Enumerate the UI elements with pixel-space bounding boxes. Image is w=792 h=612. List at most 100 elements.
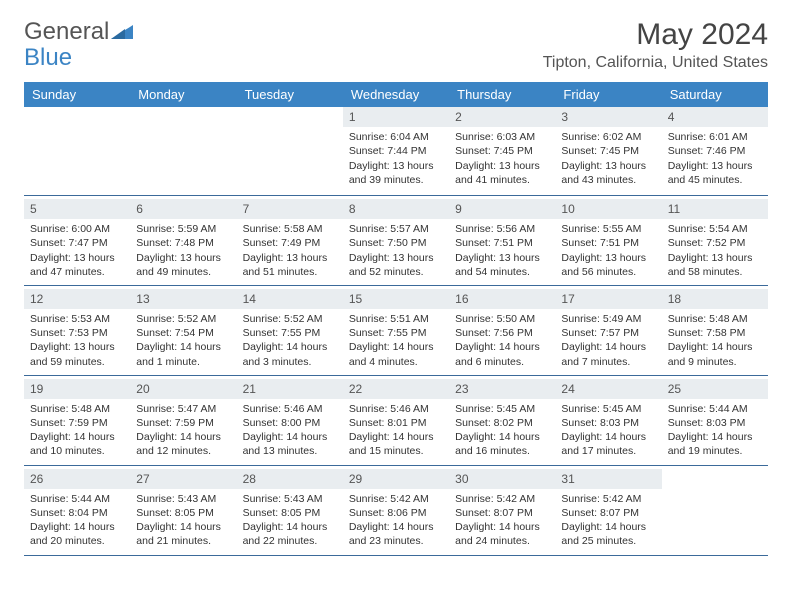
- daylight-text: and 56 minutes.: [561, 265, 655, 279]
- day-cell: 11Sunrise: 5:54 AMSunset: 7:52 PMDayligh…: [662, 196, 768, 285]
- daylight-text: Daylight: 14 hours: [349, 340, 443, 354]
- day-header-row: Sunday Monday Tuesday Wednesday Thursday…: [24, 82, 768, 107]
- day-cell: 23Sunrise: 5:45 AMSunset: 8:02 PMDayligh…: [449, 376, 555, 465]
- sunrise-text: Sunrise: 5:57 AM: [349, 222, 443, 236]
- sunset-text: Sunset: 7:55 PM: [243, 326, 337, 340]
- day-number: 2: [449, 107, 555, 127]
- sunset-text: Sunset: 8:00 PM: [243, 416, 337, 430]
- day-number: 5: [24, 199, 130, 219]
- title-block: May 2024 Tipton, California, United Stat…: [543, 18, 768, 72]
- day-header-mon: Monday: [130, 82, 236, 107]
- day-number: 26: [24, 469, 130, 489]
- sunset-text: Sunset: 8:02 PM: [455, 416, 549, 430]
- daylight-text: Daylight: 14 hours: [561, 430, 655, 444]
- day-header-sun: Sunday: [24, 82, 130, 107]
- daylight-text: Daylight: 14 hours: [455, 430, 549, 444]
- sunset-text: Sunset: 7:54 PM: [136, 326, 230, 340]
- daylight-text: Daylight: 14 hours: [243, 430, 337, 444]
- day-header-wed: Wednesday: [343, 82, 449, 107]
- logo-triangle-icon: [111, 18, 133, 46]
- daylight-text: Daylight: 13 hours: [349, 251, 443, 265]
- sunrise-text: Sunrise: 5:49 AM: [561, 312, 655, 326]
- location-text: Tipton, California, United States: [543, 54, 768, 72]
- daylight-text: and 45 minutes.: [668, 173, 762, 187]
- sunrise-text: Sunrise: 5:52 AM: [243, 312, 337, 326]
- daylight-text: and 23 minutes.: [349, 534, 443, 548]
- day-number: 28: [237, 469, 343, 489]
- daylight-text: Daylight: 13 hours: [561, 251, 655, 265]
- daylight-text: and 9 minutes.: [668, 355, 762, 369]
- daylight-text: Daylight: 14 hours: [30, 430, 124, 444]
- calendar: Sunday Monday Tuesday Wednesday Thursday…: [24, 82, 768, 556]
- day-cell: 28Sunrise: 5:43 AMSunset: 8:05 PMDayligh…: [237, 466, 343, 555]
- daylight-text: Daylight: 13 hours: [561, 159, 655, 173]
- day-number: 20: [130, 379, 236, 399]
- daylight-text: and 25 minutes.: [561, 534, 655, 548]
- sunset-text: Sunset: 7:44 PM: [349, 144, 443, 158]
- sunset-text: Sunset: 8:04 PM: [30, 506, 124, 520]
- brand-logo: General: [24, 18, 133, 46]
- day-number: [237, 107, 343, 127]
- daylight-text: Daylight: 14 hours: [136, 340, 230, 354]
- day-number: 30: [449, 469, 555, 489]
- sunset-text: Sunset: 7:46 PM: [668, 144, 762, 158]
- sunset-text: Sunset: 8:06 PM: [349, 506, 443, 520]
- sunset-text: Sunset: 7:47 PM: [30, 236, 124, 250]
- sunset-text: Sunset: 7:56 PM: [455, 326, 549, 340]
- daylight-text: and 20 minutes.: [30, 534, 124, 548]
- day-number: 1: [343, 107, 449, 127]
- page-header: General May 2024 Tipton, California, Uni…: [24, 18, 768, 72]
- day-number: 19: [24, 379, 130, 399]
- daylight-text: and 7 minutes.: [561, 355, 655, 369]
- sunset-text: Sunset: 8:03 PM: [561, 416, 655, 430]
- day-cell: 21Sunrise: 5:46 AMSunset: 8:00 PMDayligh…: [237, 376, 343, 465]
- sunrise-text: Sunrise: 6:01 AM: [668, 130, 762, 144]
- sunrise-text: Sunrise: 5:54 AM: [668, 222, 762, 236]
- weeks-container: 1 Sunrise: 6:04 AMSunset: 7:44 PM Daylight…: [24, 107, 768, 556]
- day-cell: 9Sunrise: 5:56 AMSunset: 7:51 PMDaylight…: [449, 196, 555, 285]
- sunrise-text: Sunrise: 5:48 AM: [668, 312, 762, 326]
- day-cell: 2Sunrise: 6:03 AMSunset: 7:45 PMDaylight…: [449, 107, 555, 195]
- daylight-text: Daylight: 14 hours: [349, 430, 443, 444]
- day-cell: [662, 466, 768, 555]
- daylight-text: Daylight: 14 hours: [561, 520, 655, 534]
- day-number: 25: [662, 379, 768, 399]
- week-row: 12Sunrise: 5:53 AMSunset: 7:53 PMDayligh…: [24, 286, 768, 376]
- daylight-text: Daylight: 13 hours: [30, 251, 124, 265]
- daylight-text: and 4 minutes.: [349, 355, 443, 369]
- day-cell: 16Sunrise: 5:50 AMSunset: 7:56 PMDayligh…: [449, 286, 555, 375]
- sunrise-text: Sunrise: 6:02 AM: [561, 130, 655, 144]
- day-header-tue: Tuesday: [237, 82, 343, 107]
- day-number: 9: [449, 199, 555, 219]
- sunrise-text: Sunrise: 6:04 AM: [349, 130, 443, 144]
- daylight-text: Daylight: 14 hours: [455, 520, 549, 534]
- sunset-text: Sunset: 7:58 PM: [668, 326, 762, 340]
- day-number: 11: [662, 199, 768, 219]
- sunset-text: Sunset: 7:55 PM: [349, 326, 443, 340]
- daylight-text: and 13 minutes.: [243, 444, 337, 458]
- sunrise-text: Sunrise: 5:56 AM: [455, 222, 549, 236]
- sunrise-text: Sunrise: 5:46 AM: [349, 402, 443, 416]
- daylight-text: and 16 minutes.: [455, 444, 549, 458]
- sunset-text: Sunset: 8:07 PM: [561, 506, 655, 520]
- day-number: 29: [343, 469, 449, 489]
- day-cell: 10Sunrise: 5:55 AMSunset: 7:51 PMDayligh…: [555, 196, 661, 285]
- sunset-text: Sunset: 8:03 PM: [668, 416, 762, 430]
- day-cell: 31Sunrise: 5:42 AMSunset: 8:07 PMDayligh…: [555, 466, 661, 555]
- daylight-text: Daylight: 13 hours: [243, 251, 337, 265]
- day-number: 16: [449, 289, 555, 309]
- sunset-text: Sunset: 7:59 PM: [136, 416, 230, 430]
- day-cell: 7Sunrise: 5:58 AMSunset: 7:49 PMDaylight…: [237, 196, 343, 285]
- sunrise-text: Sunrise: 5:46 AM: [243, 402, 337, 416]
- sunset-text: Sunset: 7:45 PM: [561, 144, 655, 158]
- daylight-text: Daylight: 13 hours: [668, 251, 762, 265]
- day-header-thu: Thursday: [449, 82, 555, 107]
- daylight-text: and 22 minutes.: [243, 534, 337, 548]
- day-cell: [237, 107, 343, 195]
- daylight-text: and 3 minutes.: [243, 355, 337, 369]
- sunrise-text: Sunrise: 5:43 AM: [136, 492, 230, 506]
- sunrise-text: Sunrise: 5:52 AM: [136, 312, 230, 326]
- day-cell: 8Sunrise: 5:57 AMSunset: 7:50 PMDaylight…: [343, 196, 449, 285]
- sunset-text: Sunset: 7:57 PM: [561, 326, 655, 340]
- sunrise-text: Sunrise: 5:50 AM: [455, 312, 549, 326]
